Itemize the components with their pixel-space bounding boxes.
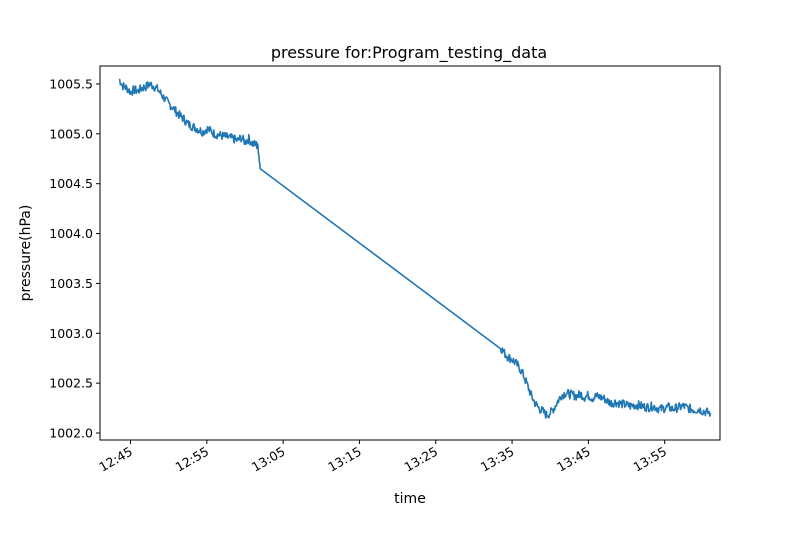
x-tick-label: 13:15 bbox=[325, 444, 364, 475]
y-tick-label: 1003.0 bbox=[49, 326, 93, 341]
x-axis: 12:45 12:55 13:05 13:15 13:25 13:35 13:45 13:55 bbox=[96, 440, 669, 475]
chart-title: pressure for:Program_testing_data bbox=[271, 43, 547, 63]
y-axis: 1002.0 1002.5 1003.0 1003.5 1004.0 1004.5 1005… bbox=[49, 76, 100, 441]
y-tick-label: 1002.5 bbox=[49, 376, 93, 391]
x-tick-label: 12:55 bbox=[173, 444, 212, 475]
x-tick-label: 13:55 bbox=[630, 444, 669, 475]
pressure-series-line bbox=[118, 78, 712, 419]
x-axis-label: time bbox=[394, 491, 426, 507]
x-tick-label: 12:45 bbox=[96, 444, 135, 475]
y-tick-label: 1004.0 bbox=[49, 226, 93, 241]
x-tick-label: 13:25 bbox=[402, 444, 441, 475]
x-tick-label: 13:05 bbox=[249, 444, 288, 475]
y-tick-label: 1002.0 bbox=[49, 426, 93, 441]
y-tick-label: 1004.5 bbox=[49, 176, 93, 191]
y-tick-label: 1005.5 bbox=[49, 76, 93, 91]
plot-area-frame bbox=[99, 65, 721, 441]
y-tick-label: 1005.0 bbox=[49, 126, 93, 141]
y-axis-label: pressure(hPa) bbox=[18, 205, 34, 302]
x-tick-label: 13:45 bbox=[554, 444, 593, 475]
y-tick-label: 1003.5 bbox=[49, 276, 93, 291]
x-tick-label: 13:35 bbox=[478, 444, 517, 475]
